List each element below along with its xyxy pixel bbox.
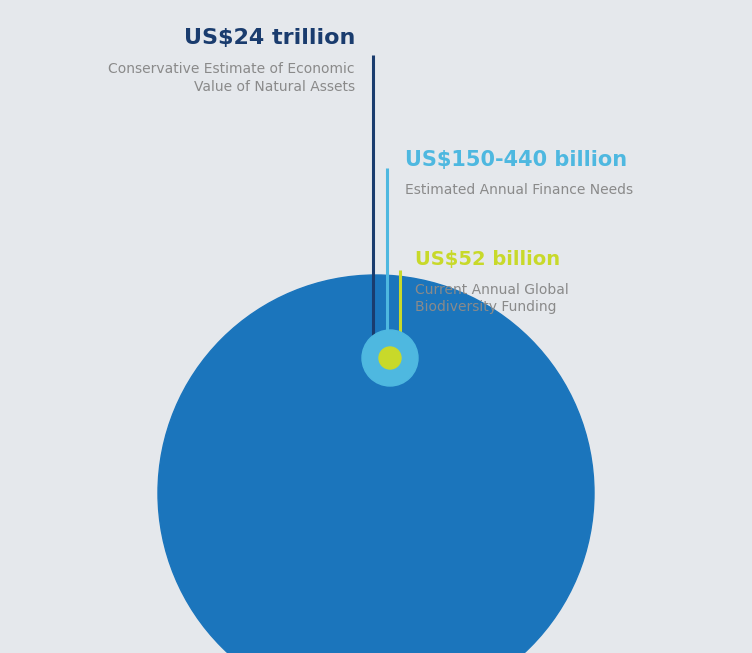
Text: US$24 trillion: US$24 trillion [183, 28, 355, 48]
Text: US$52 billion: US$52 billion [415, 250, 560, 269]
Text: Biodiversity Funding: Biodiversity Funding [415, 300, 556, 314]
Text: Value of Natural Assets: Value of Natural Assets [194, 80, 355, 94]
Circle shape [362, 330, 418, 386]
Text: Current Annual Global: Current Annual Global [415, 283, 569, 297]
Circle shape [158, 275, 594, 653]
Circle shape [379, 347, 401, 369]
Text: Conservative Estimate of Economic: Conservative Estimate of Economic [108, 62, 355, 76]
Text: US$150-440 billion: US$150-440 billion [405, 150, 627, 170]
Text: Estimated Annual Finance Needs: Estimated Annual Finance Needs [405, 183, 633, 197]
